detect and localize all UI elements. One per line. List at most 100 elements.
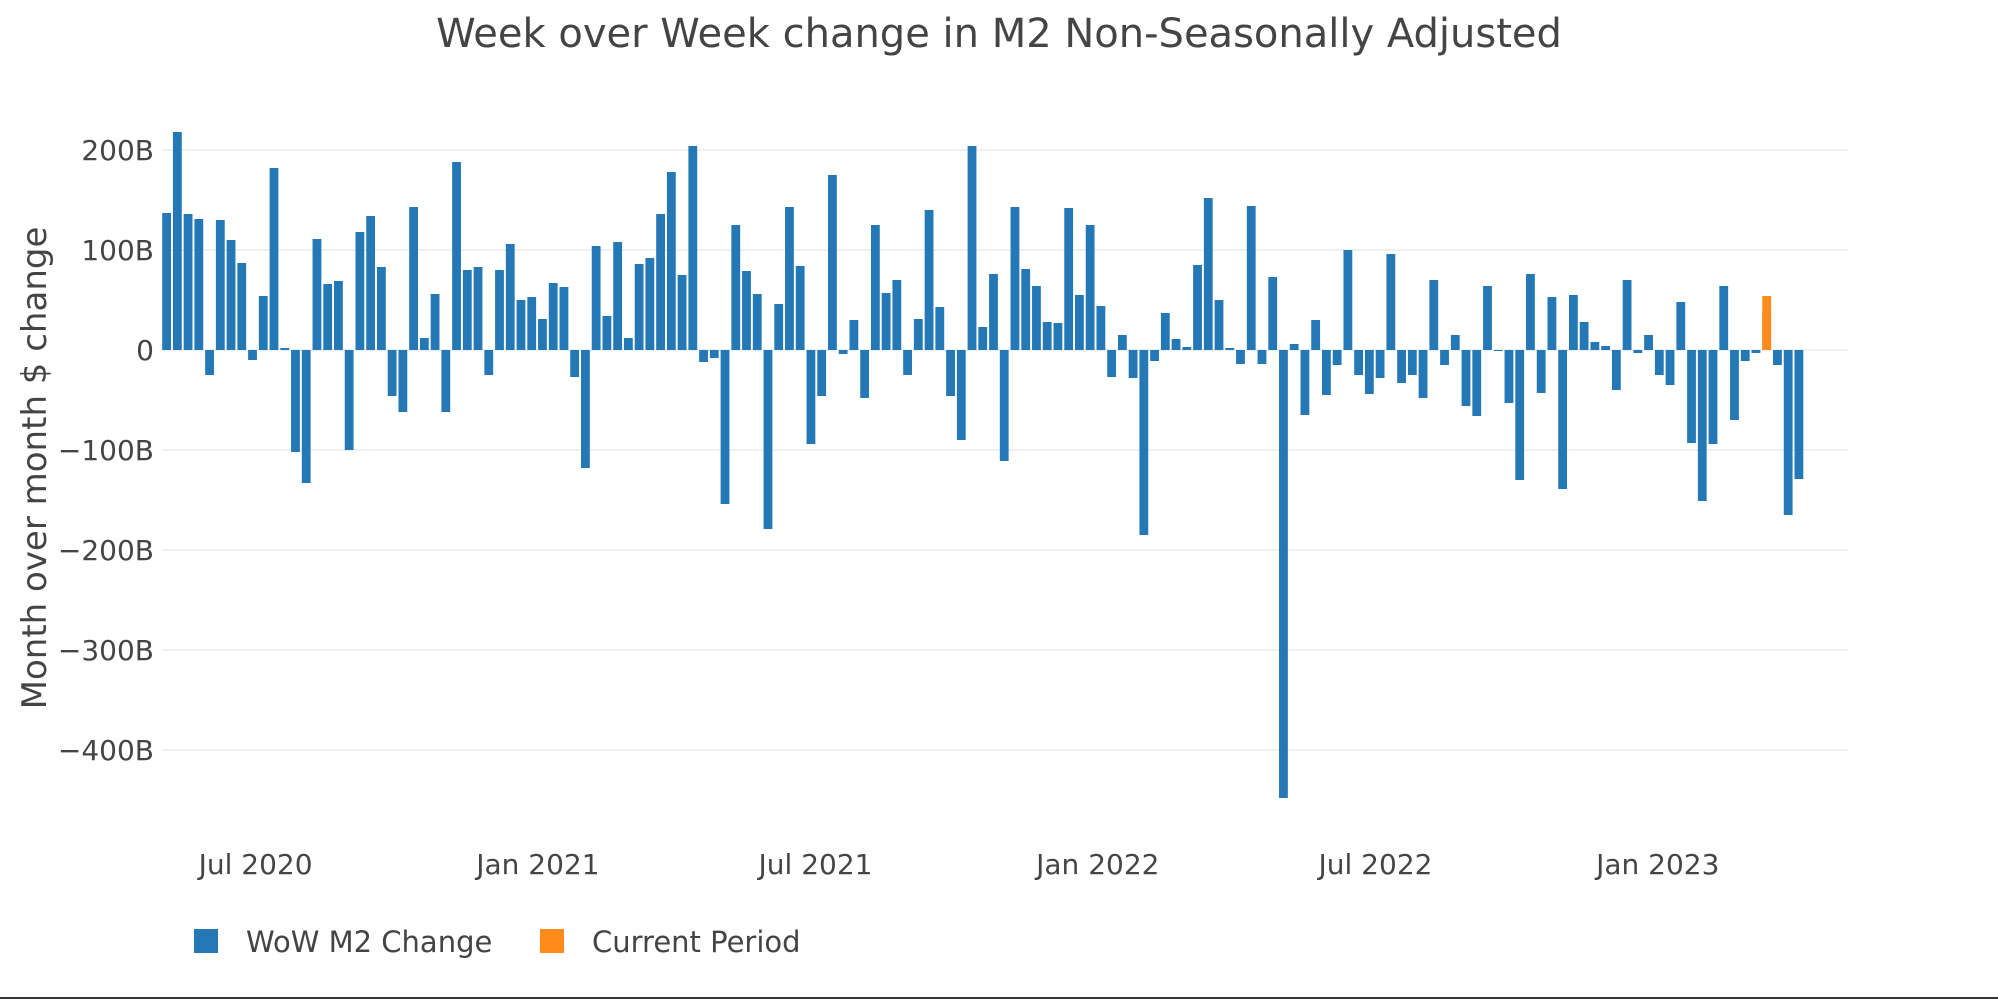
x-tick-label: Jan 2021: [474, 848, 599, 881]
bar-wow-m2-change: [838, 350, 848, 354]
bar-wow-m2-change: [1117, 335, 1127, 350]
bar-wow-m2-change: [258, 296, 268, 350]
bar-wow-m2-change: [591, 246, 601, 350]
legend-label-wow-m2-change: WoW M2 Change: [246, 925, 492, 959]
bar-wow-m2-change: [1461, 350, 1471, 406]
bar-wow-m2-change: [269, 168, 279, 350]
bar-wow-m2-change: [688, 146, 698, 350]
bar-wow-m2-change: [1654, 350, 1664, 375]
bar-wow-m2-change: [1386, 254, 1396, 350]
bar-wow-m2-change: [924, 210, 934, 350]
bar-wow-m2-change: [1053, 323, 1063, 350]
bar-wow-m2-change: [1504, 350, 1514, 403]
bar-wow-m2-change: [1547, 297, 1557, 350]
bar-wow-m2-change: [495, 270, 504, 350]
bar-wow-m2-change: [978, 327, 988, 350]
bar-wow-m2-change: [903, 350, 912, 375]
bar-wow-m2-change: [1214, 300, 1224, 350]
bar-wow-m2-change: [1268, 277, 1278, 350]
bar-wow-m2-change: [1633, 350, 1643, 353]
bar-wow-m2-change: [1440, 350, 1449, 365]
bar-wow-m2-change: [892, 280, 902, 350]
bar-wow-m2-change: [1246, 206, 1256, 350]
bar-wow-m2-change: [1579, 322, 1589, 350]
bar-wow-m2-change: [1676, 302, 1686, 350]
bar-wow-m2-change: [1343, 250, 1353, 350]
bar-wow-m2-change: [1472, 350, 1482, 416]
bar-wow-m2-change: [806, 350, 816, 444]
bar-wow-m2-change: [1611, 350, 1621, 390]
bar-wow-m2-change: [1665, 350, 1675, 385]
y-tick-label: −400B: [58, 734, 154, 767]
bar-wow-m2-change: [1021, 269, 1031, 350]
bar-wow-m2-change: [1128, 350, 1138, 378]
bar-wow-m2-change: [323, 284, 333, 350]
bar-wow-m2-change: [1407, 350, 1417, 375]
bar-wow-m2-change: [967, 146, 977, 350]
bar-wow-m2-change: [1644, 335, 1653, 350]
bar-wow-m2-change: [1236, 350, 1245, 364]
legend-swatch-current-period: [540, 929, 564, 953]
bar-wow-m2-change: [828, 175, 837, 350]
chart-title: Week over Week change in M2 Non-Seasonal…: [436, 11, 1562, 57]
bar-wow-m2-change: [538, 319, 547, 350]
bar-wow-m2-change: [559, 287, 569, 350]
legend-swatch-wow-m2-change: [194, 929, 218, 953]
bar-wow-m2-change: [376, 267, 386, 350]
bar-wow-m2-change: [473, 267, 483, 350]
bar-wow-m2-change: [1536, 350, 1546, 393]
bar-wow-m2-change: [183, 214, 193, 350]
bar-wow-m2-change: [1279, 350, 1288, 798]
bar-wow-m2-change: [215, 220, 225, 350]
bar-wow-m2-change: [505, 244, 515, 350]
y-tick-label: −100B: [58, 434, 154, 467]
bar-wow-m2-change: [1300, 350, 1310, 415]
bar-wow-m2-change: [1289, 344, 1299, 350]
bar-wow-m2-change: [280, 348, 290, 350]
bar-wow-m2-change: [613, 242, 623, 350]
bar-wow-m2-change: [870, 225, 880, 350]
bar-wow-m2-change: [162, 213, 172, 350]
bar-wow-m2-change: [1697, 350, 1707, 501]
bar-wow-m2-change: [387, 350, 397, 396]
bar-wow-m2-change: [312, 239, 322, 350]
bar-wow-m2-change: [1590, 342, 1600, 350]
bar-wow-m2-change: [1601, 346, 1611, 350]
bar-wow-m2-change: [1751, 350, 1761, 353]
bar-wow-m2-change: [301, 350, 311, 483]
bar-wow-m2-change: [881, 293, 891, 350]
x-tick-label: Jul 2022: [1317, 848, 1433, 881]
bar-wow-m2-change: [763, 350, 773, 529]
y-tick-label: 100B: [81, 234, 154, 267]
bar-wow-m2-change: [1450, 335, 1460, 350]
x-axis-ticks: Jul 2020 Jan 2021 Jul 2021 Jan 2022 Jul 2022…: [197, 848, 1720, 881]
bar-wow-m2-change: [344, 350, 354, 450]
bar-wow-m2-change: [1321, 350, 1331, 395]
bar-wow-m2-change: [1171, 339, 1181, 350]
y-axis-title: Month over month $ change: [15, 227, 55, 710]
bar-wow-m2-change: [1064, 208, 1074, 350]
bar-wow-m2-change: [1526, 274, 1535, 350]
bar-wow-m2-change: [1794, 350, 1804, 479]
bar-wow-m2-change: [935, 307, 945, 350]
bar-wow-m2-change: [1783, 350, 1793, 515]
legend[interactable]: WoW M2 Change Current Period: [194, 925, 801, 959]
bar-wow-m2-change: [527, 297, 537, 350]
bar-wow-m2-change: [785, 207, 794, 350]
bar-wow-m2-change: [946, 350, 955, 396]
bar-wow-m2-change: [1622, 280, 1632, 350]
bar-wow-m2-change: [1418, 350, 1428, 398]
bar-wow-m2-change: [709, 350, 719, 358]
bar-wow-m2-change: [1193, 265, 1202, 350]
y-axis-ticks: 200B 100B 0 −100B −200B −300B −400B: [58, 134, 154, 767]
bar-wow-m2-change: [913, 319, 923, 350]
bar-wow-m2-change: [1515, 350, 1525, 480]
bars: [162, 132, 1804, 798]
bar-wow-m2-change: [1032, 286, 1041, 350]
bar-wow-m2-change: [172, 132, 182, 350]
bar-wow-m2-change: [1160, 313, 1170, 350]
bar-wow-m2-change: [334, 281, 343, 350]
bar-wow-m2-change: [677, 275, 687, 350]
bar-wow-m2-change: [860, 350, 870, 398]
